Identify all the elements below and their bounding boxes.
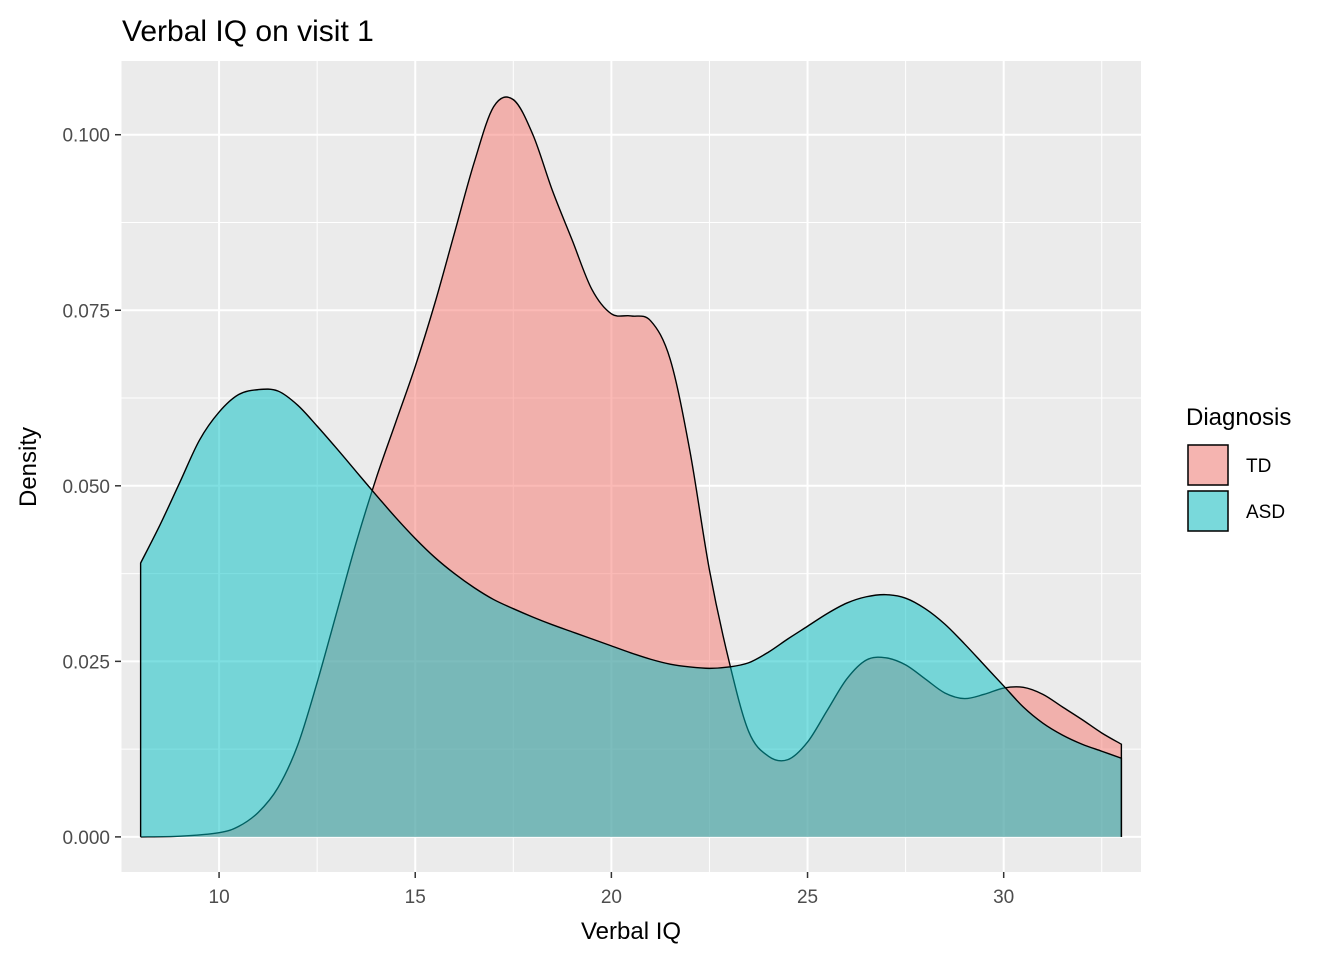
- x-axis: 10 15 20 25 30: [209, 872, 1014, 908]
- density-line-asd: [139, 388, 1123, 837]
- y-axis-title: Density: [15, 427, 42, 507]
- x-tick-label: 10: [209, 887, 230, 908]
- y-tick-label: 0.075: [62, 301, 110, 322]
- legend-title: Diagnosis: [1186, 404, 1291, 431]
- legend-swatch-asd: [1187, 490, 1229, 532]
- chart-title: Verbal IQ on visit 1: [122, 15, 374, 48]
- y-axis: 0.000 0.025 0.050 0.075 0.100: [62, 126, 121, 849]
- density-area-asd: [140, 389, 1122, 837]
- x-tick-label: 30: [993, 887, 1014, 908]
- y-tick-label: 0.025: [62, 652, 110, 673]
- x-axis-title: Verbal IQ: [581, 918, 681, 945]
- density-areas: [139, 96, 1123, 838]
- x-tick-label: 20: [601, 887, 622, 908]
- legend-label-asd: ASD: [1246, 502, 1285, 523]
- y-tick-label: 0.000: [62, 828, 110, 849]
- x-tick-label: 15: [405, 887, 426, 908]
- y-tick-label: 0.100: [62, 126, 110, 147]
- legend-swatch-td: [1187, 444, 1229, 486]
- x-tick-label: 25: [797, 887, 818, 908]
- y-tick-label: 0.050: [62, 477, 110, 498]
- legend-label-td: TD: [1246, 456, 1271, 477]
- legend: Diagnosis TD ASD: [1186, 404, 1291, 532]
